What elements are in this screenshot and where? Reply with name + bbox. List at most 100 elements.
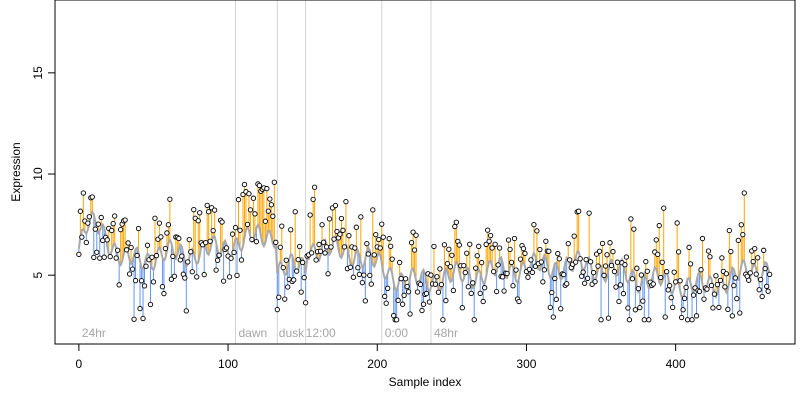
sample-point xyxy=(355,265,361,271)
sample-point xyxy=(553,296,559,302)
sample-point xyxy=(116,282,122,288)
sample-point xyxy=(320,239,327,245)
sample-point xyxy=(476,243,482,249)
sample-point xyxy=(716,304,722,311)
sample-point xyxy=(235,196,242,203)
sample-point xyxy=(474,253,480,259)
y-axis-label: Expression xyxy=(9,142,23,201)
sample-point xyxy=(206,209,212,215)
sample-point xyxy=(432,281,439,287)
sample-point xyxy=(426,299,433,305)
sample-point xyxy=(601,272,607,278)
sample-point xyxy=(322,250,328,256)
sample-point xyxy=(567,257,573,263)
sample-point xyxy=(86,214,92,220)
sample-point xyxy=(717,277,724,284)
sample-point xyxy=(277,244,283,250)
sample-point xyxy=(331,236,337,242)
sample-point xyxy=(117,226,124,233)
sample-point xyxy=(565,240,571,247)
sample-point xyxy=(525,274,531,280)
sample-point xyxy=(332,202,339,209)
sample-point xyxy=(367,272,373,279)
sample-point xyxy=(216,252,222,258)
sample-point xyxy=(740,232,746,238)
sample-point xyxy=(113,255,119,261)
sample-point xyxy=(462,269,468,276)
sample-point xyxy=(176,235,182,242)
sample-point xyxy=(671,269,677,275)
sample-point xyxy=(91,254,97,261)
sample-point xyxy=(541,267,548,273)
sample-point xyxy=(80,190,86,196)
x-tick-label: 0 xyxy=(76,357,83,371)
sample-point xyxy=(282,296,288,302)
sample-point xyxy=(350,274,357,280)
sample-point xyxy=(204,202,210,209)
sample-point xyxy=(722,284,728,290)
sample-point xyxy=(504,270,510,277)
sample-point xyxy=(549,289,555,296)
sample-point xyxy=(300,259,306,266)
sample-point xyxy=(115,247,121,253)
sample-point xyxy=(404,283,410,290)
sample-point xyxy=(599,240,606,247)
sample-point xyxy=(635,285,641,292)
sample-point xyxy=(738,222,744,228)
sample-point xyxy=(95,221,101,227)
sample-point xyxy=(92,226,98,232)
sample-point xyxy=(726,227,733,234)
sample-point xyxy=(149,254,155,260)
sample-point xyxy=(473,265,479,271)
sample-point xyxy=(613,284,619,290)
sample-point xyxy=(711,291,718,297)
x-tick-label: 200 xyxy=(367,357,387,371)
sample-point xyxy=(629,276,636,282)
sample-point xyxy=(561,271,567,278)
x-axis-label: Sample index xyxy=(389,375,462,389)
sample-point xyxy=(555,250,561,257)
sample-point xyxy=(234,272,240,279)
sample-point xyxy=(640,298,646,304)
sample-point xyxy=(459,305,465,311)
sample-point xyxy=(626,317,633,323)
sample-point xyxy=(667,283,673,289)
sample-point xyxy=(537,246,543,253)
sample-point xyxy=(723,271,730,277)
sample-point xyxy=(505,237,512,243)
sample-point xyxy=(492,241,498,247)
sample-point xyxy=(313,257,319,263)
sample-point xyxy=(443,297,449,304)
sample-point xyxy=(655,251,661,258)
sample-point xyxy=(219,219,225,225)
sample-point xyxy=(380,234,386,240)
sample-point xyxy=(244,221,251,227)
sample-point xyxy=(386,236,392,242)
sample-point xyxy=(153,252,160,259)
sample-point xyxy=(109,227,115,234)
sample-point xyxy=(165,222,172,228)
sample-point xyxy=(690,292,697,298)
sample-point xyxy=(573,259,579,265)
sample-point xyxy=(680,307,686,313)
sample-point xyxy=(197,210,203,216)
sample-point xyxy=(708,282,715,289)
sample-point xyxy=(297,243,303,250)
sample-point xyxy=(699,235,706,242)
sample-point xyxy=(319,222,325,228)
sample-point xyxy=(368,281,374,287)
sample-point xyxy=(280,264,286,271)
sample-point xyxy=(520,246,527,252)
sample-point xyxy=(161,290,167,297)
sample-point xyxy=(188,249,194,255)
sample-point xyxy=(632,307,639,313)
sample-point xyxy=(307,212,313,218)
sample-point xyxy=(529,269,536,275)
sample-point xyxy=(705,248,712,254)
sample-point xyxy=(141,283,148,289)
sample-point xyxy=(223,245,230,251)
sample-point xyxy=(238,257,245,263)
y-tick-label: 10 xyxy=(31,167,45,181)
sample-point xyxy=(76,251,82,258)
